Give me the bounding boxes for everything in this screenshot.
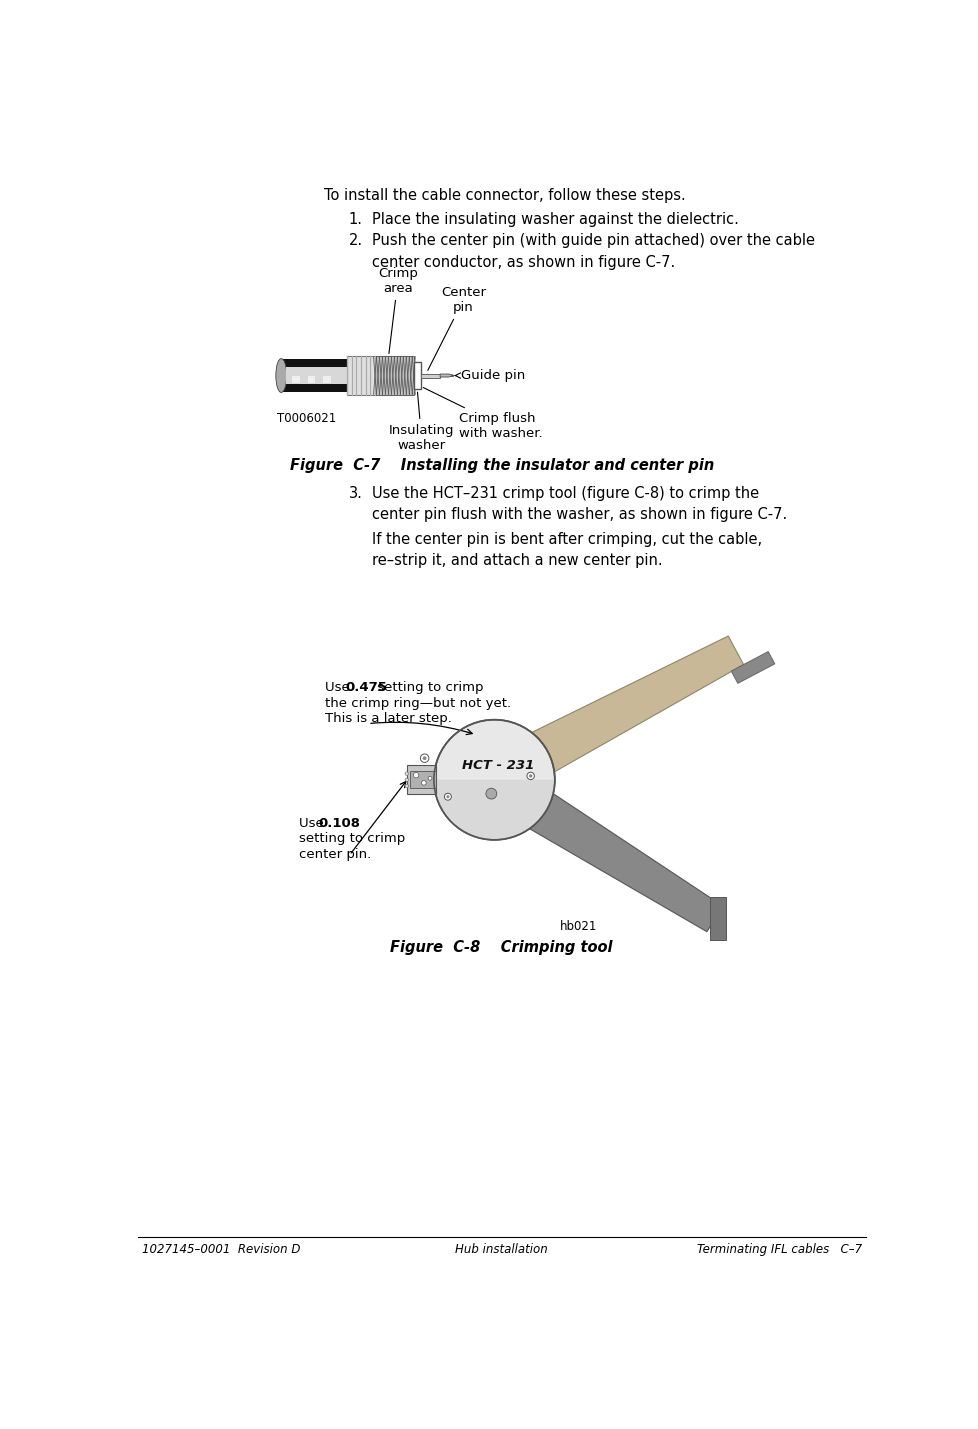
Text: Figure  C-8    Crimping tool: Figure C-8 Crimping tool bbox=[390, 940, 612, 955]
Text: 0.475: 0.475 bbox=[345, 682, 386, 694]
Circle shape bbox=[405, 772, 408, 776]
Text: HCT - 231: HCT - 231 bbox=[462, 759, 534, 773]
Text: Crimp
area: Crimp area bbox=[378, 267, 418, 353]
Text: To install the cable connector, follow these steps.: To install the cable connector, follow t… bbox=[324, 189, 685, 203]
Bar bbox=[731, 652, 774, 683]
Bar bbox=[414, 362, 421, 389]
Bar bbox=[421, 373, 440, 377]
Text: the crimp ring—but not yet.: the crimp ring—but not yet. bbox=[325, 696, 511, 710]
Bar bbox=[323, 376, 331, 383]
Circle shape bbox=[427, 776, 431, 780]
Circle shape bbox=[444, 793, 451, 800]
Circle shape bbox=[433, 720, 555, 840]
Circle shape bbox=[446, 795, 449, 799]
Bar bbox=[407, 765, 436, 795]
Circle shape bbox=[422, 756, 426, 760]
Text: Use: Use bbox=[325, 682, 354, 694]
Ellipse shape bbox=[276, 359, 287, 393]
Text: If the center pin is bent after crimping, cut the cable,: If the center pin is bent after crimping… bbox=[372, 532, 761, 547]
Polygon shape bbox=[515, 785, 722, 932]
Text: Crimp flush
with washer.: Crimp flush with washer. bbox=[422, 387, 543, 440]
Polygon shape bbox=[433, 780, 555, 840]
Text: Guide pin: Guide pin bbox=[455, 369, 525, 382]
Text: Use the HCT–231 crimp tool (figure C-8) to crimp the: Use the HCT–231 crimp tool (figure C-8) … bbox=[372, 486, 758, 500]
Text: Terminating IFL cables   C–7: Terminating IFL cables C–7 bbox=[696, 1243, 861, 1256]
Text: 1.: 1. bbox=[348, 211, 362, 227]
Text: setting to crimp: setting to crimp bbox=[298, 832, 405, 845]
Circle shape bbox=[413, 773, 419, 777]
Text: T0006021: T0006021 bbox=[277, 412, 336, 424]
Text: Use: Use bbox=[298, 817, 328, 830]
Polygon shape bbox=[440, 374, 453, 377]
Circle shape bbox=[405, 777, 408, 782]
Text: Insulating
washer: Insulating washer bbox=[388, 392, 454, 452]
Bar bbox=[347, 356, 375, 394]
Bar bbox=[281, 359, 347, 393]
Bar bbox=[291, 376, 299, 383]
Bar bbox=[375, 356, 414, 394]
Polygon shape bbox=[710, 897, 725, 940]
Text: center pin flush with the washer, as shown in figure C-7.: center pin flush with the washer, as sho… bbox=[372, 507, 786, 522]
Text: setting to crimp: setting to crimp bbox=[373, 682, 483, 694]
Text: Figure  C-7    Installing the insulator and center pin: Figure C-7 Installing the insulator and … bbox=[289, 457, 713, 473]
Circle shape bbox=[528, 775, 532, 777]
Text: hb021: hb021 bbox=[559, 920, 597, 933]
Bar bbox=[286, 367, 348, 384]
Bar bbox=[450, 374, 453, 376]
Text: 1027145–0001  Revision D: 1027145–0001 Revision D bbox=[142, 1243, 300, 1256]
Polygon shape bbox=[519, 636, 743, 779]
Text: Hub installation: Hub installation bbox=[455, 1243, 548, 1256]
Text: 3.: 3. bbox=[348, 486, 362, 500]
Text: re–strip it, and attach a new center pin.: re–strip it, and attach a new center pin… bbox=[372, 553, 662, 569]
Bar bbox=[410, 772, 436, 789]
Text: center conductor, as shown in figure C-7.: center conductor, as shown in figure C-7… bbox=[372, 254, 675, 270]
Circle shape bbox=[420, 755, 428, 763]
Text: center pin.: center pin. bbox=[298, 847, 371, 860]
Text: 2.: 2. bbox=[348, 233, 363, 249]
Circle shape bbox=[405, 785, 408, 787]
Text: 0.108: 0.108 bbox=[319, 817, 361, 830]
Circle shape bbox=[485, 789, 496, 799]
Text: Push the center pin (with guide pin attached) over the cable: Push the center pin (with guide pin atta… bbox=[372, 233, 814, 249]
Text: This is a later step.: This is a later step. bbox=[325, 712, 452, 725]
Circle shape bbox=[422, 780, 425, 785]
Circle shape bbox=[526, 772, 534, 780]
Bar bbox=[307, 376, 315, 383]
Text: Place the insulating washer against the dielectric.: Place the insulating washer against the … bbox=[372, 211, 738, 227]
Text: Center
pin: Center pin bbox=[427, 286, 485, 370]
